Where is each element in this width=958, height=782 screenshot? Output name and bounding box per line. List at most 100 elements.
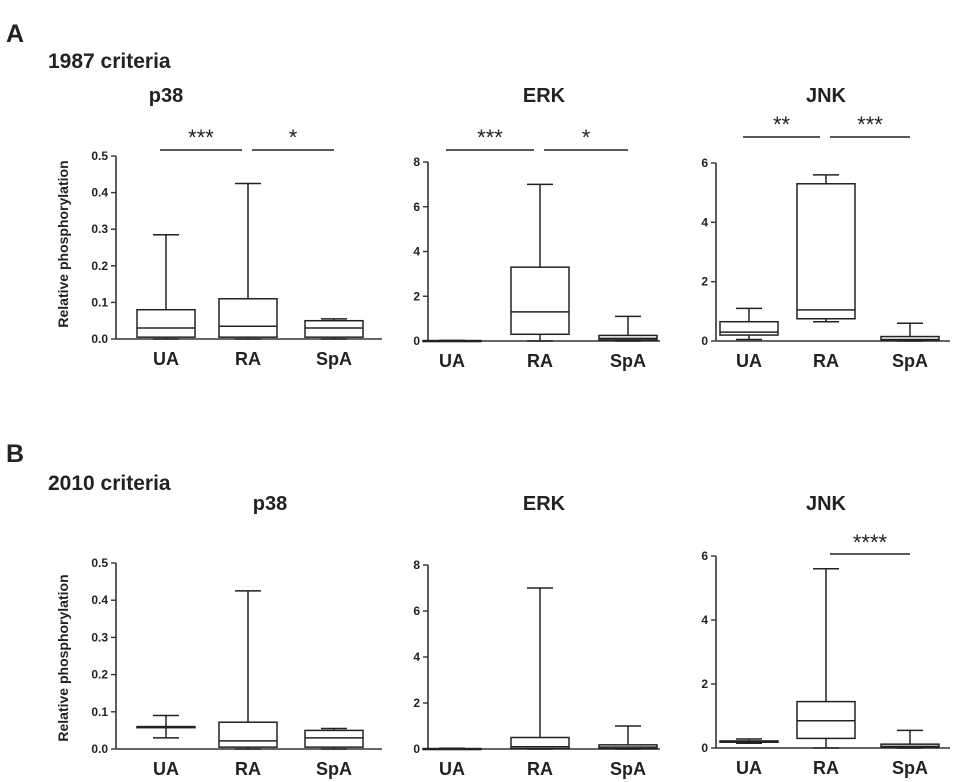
x-tick-label: UA: [153, 349, 179, 369]
iqr-box: [136, 308, 196, 338]
iqr-box: [719, 320, 779, 336]
y-tick-label: 0.3: [91, 630, 108, 644]
iqr-box: [796, 183, 856, 320]
chart-b-jnk: JNK 0 2 4 6 UA RA SpA ****: [701, 493, 950, 778]
significance-label: ****: [853, 530, 888, 555]
y-tick-label: 0.5: [91, 556, 108, 570]
y-tick-label: 4: [701, 215, 708, 229]
box-ua: [719, 738, 779, 744]
y-tick-label: 2: [701, 677, 708, 691]
box-ra: [510, 183, 570, 342]
box-spa: [304, 318, 364, 340]
x-tick-label: RA: [527, 351, 553, 371]
chart-title: ERK: [523, 493, 566, 515]
y-tick-label: 6: [701, 549, 708, 563]
y-tick-label: 0.2: [91, 668, 108, 682]
x-tick-label: UA: [736, 758, 762, 778]
x-tick-label: UA: [153, 759, 179, 779]
y-tick-label: 0.0: [91, 742, 108, 756]
iqr-box: [218, 297, 278, 338]
box-spa: [598, 315, 658, 342]
box-ra: [218, 590, 278, 750]
x-tick-label: SpA: [610, 759, 646, 779]
y-tick-label: 0: [701, 741, 708, 755]
y-tick-label: 4: [413, 650, 420, 664]
y-tick-label: 8: [413, 155, 420, 169]
panel-letter-a: A: [6, 20, 24, 48]
x-tick-label: SpA: [892, 351, 928, 371]
y-axis-label-a: Relative phosphorylation: [55, 160, 71, 327]
box-ua: [136, 714, 196, 739]
significance-label: ***: [188, 125, 214, 150]
box-spa: [880, 322, 940, 342]
x-tick-label: RA: [235, 349, 261, 369]
x-tick-label: RA: [527, 759, 553, 779]
iqr-box: [880, 335, 940, 342]
y-tick-label: 0: [701, 334, 708, 348]
y-axis-label-b: Relative phosphorylation: [55, 574, 71, 741]
y-tick-label: 0: [413, 742, 420, 756]
chart-title: JNK: [806, 85, 847, 107]
significance-label: ***: [857, 112, 883, 137]
x-tick-label: SpA: [316, 349, 352, 369]
box-ra: [510, 587, 570, 750]
box-ra: [218, 182, 278, 340]
x-tick-label: SpA: [610, 351, 646, 371]
box-ua: [136, 233, 196, 340]
y-tick-label: 0.1: [91, 705, 108, 719]
y-tick-label: 4: [413, 245, 420, 259]
panel-letter-b: B: [6, 440, 24, 468]
y-tick-label: 2: [413, 696, 420, 710]
box-spa: [880, 729, 940, 749]
x-tick-label: SpA: [316, 759, 352, 779]
iqr-box: [304, 319, 364, 338]
panel-criteria-a: 1987 criteria: [48, 50, 171, 73]
iqr-box: [796, 700, 856, 740]
x-tick-label: RA: [235, 759, 261, 779]
x-tick-label: UA: [736, 351, 762, 371]
y-tick-label: 6: [413, 200, 420, 214]
y-tick-label: 0.5: [91, 149, 108, 163]
y-tick-label: 8: [413, 558, 420, 572]
x-tick-label: UA: [439, 351, 465, 371]
y-tick-label: 0.3: [91, 222, 108, 236]
iqr-box: [304, 729, 364, 748]
chart-title: p38: [149, 85, 183, 107]
y-tick-label: 0: [413, 334, 420, 348]
significance-label: ***: [477, 125, 503, 150]
iqr-box: [218, 721, 278, 748]
chart-title: JNK: [806, 493, 847, 515]
x-tick-label: SpA: [892, 758, 928, 778]
y-tick-label: 6: [701, 156, 708, 170]
panel-criteria-b: 2010 criteria: [48, 472, 171, 495]
y-tick-label: 4: [701, 613, 708, 627]
y-tick-label: 0.1: [91, 295, 108, 309]
significance-label: **: [773, 112, 791, 137]
chart-title: p38: [253, 493, 287, 515]
significance-label: *: [582, 125, 591, 150]
box-ua: [719, 307, 779, 341]
x-tick-label: UA: [439, 759, 465, 779]
y-tick-label: 0.0: [91, 332, 108, 346]
y-tick-label: 0.2: [91, 259, 108, 273]
chart-b-erk: ERK 0 2 4 6 8 UA RA SpA: [413, 493, 660, 779]
y-tick-label: 0.4: [91, 593, 108, 607]
significance-label: *: [289, 125, 298, 150]
box-ra: [796, 568, 856, 749]
y-tick-label: 2: [701, 275, 708, 289]
y-tick-label: 2: [413, 289, 420, 303]
box-spa: [598, 725, 658, 750]
box-ra: [796, 174, 856, 323]
box-ua: [422, 747, 482, 751]
x-tick-label: RA: [813, 351, 839, 371]
iqr-box: [510, 736, 570, 750]
box-spa: [304, 727, 364, 750]
chart-b-p38: p38 0.0 0.1 0.2 0.3 0.4 0.5 UA RA SpA: [91, 493, 382, 779]
chart-title: ERK: [523, 85, 566, 107]
x-tick-label: RA: [813, 758, 839, 778]
iqr-box: [510, 266, 570, 336]
